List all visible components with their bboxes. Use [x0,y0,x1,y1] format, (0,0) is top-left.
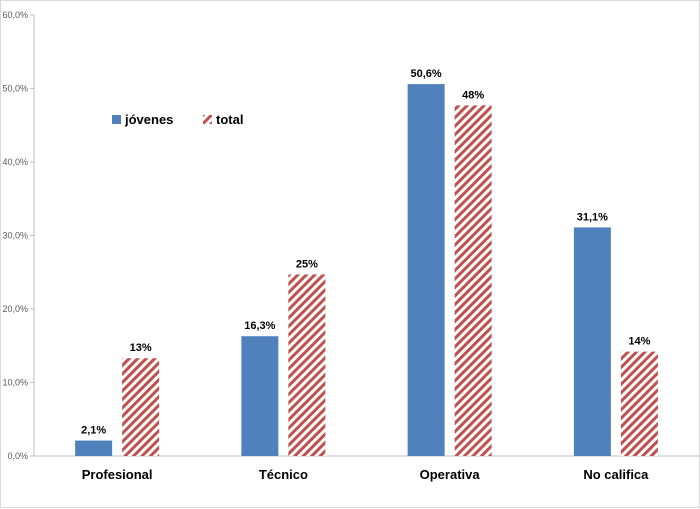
bar-total-2 [454,105,492,456]
data-label-total-0: 13% [130,342,152,354]
legend-swatch-jovenes [112,115,121,124]
data-label-total-2: 48% [462,89,484,101]
y-tick-label: 30,0% [2,231,28,241]
bar-total-3 [620,351,658,456]
data-label-jovenes-0: 2,1% [81,425,106,437]
data-label-total-3: 14% [628,336,650,348]
data-label-jovenes-1: 16,3% [244,320,275,332]
category-label: Profesional [82,467,153,482]
y-tick-label: 10,0% [2,378,28,388]
bar-total-0 [122,358,160,456]
y-tick-label: 50,0% [2,84,28,94]
data-label-total-1: 25% [296,258,318,270]
data-label-jovenes-2: 50,6% [411,68,442,80]
bar-jovenes-3 [573,227,611,456]
legend-label-total: total [216,112,243,127]
y-tick-label: 40,0% [2,157,28,167]
y-tick-label: 0,0% [7,451,28,461]
category-label: Operativa [420,467,481,482]
bar-jovenes-0 [75,440,113,456]
bar-jovenes-2 [407,84,445,456]
category-label: No califica [583,467,649,482]
bar-total-1 [288,274,326,456]
bar-jovenes-1 [241,336,279,456]
y-tick-label: 20,0% [2,304,28,314]
y-tick-label: 60,0% [2,10,28,20]
data-label-jovenes-3: 31,1% [577,211,608,223]
category-label: Técnico [259,467,308,482]
legend-swatch-total [203,115,212,124]
legend-label-jovenes: jóvenes [124,112,173,127]
